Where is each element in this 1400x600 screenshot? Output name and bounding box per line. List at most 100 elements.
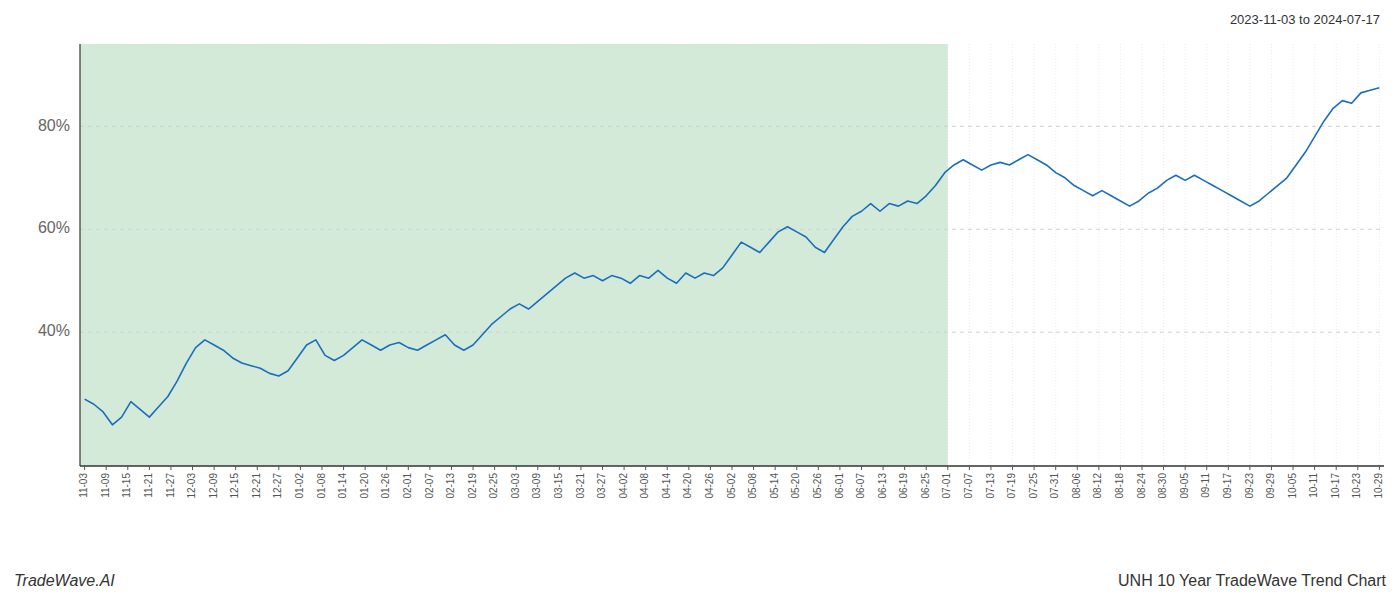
subtitle: 2023-11-03 to 2024-07-17 [1230, 12, 1380, 27]
x-tick [214, 466, 215, 470]
x-tick [796, 466, 797, 470]
x-grid-line [1293, 44, 1294, 466]
x-tick-label: 01-14 [337, 473, 348, 499]
x-tick [537, 466, 538, 470]
x-tick-label: 07-07 [963, 473, 974, 499]
x-tick [732, 466, 733, 470]
x-tick [1012, 466, 1013, 470]
x-tick-label: 07-13 [985, 473, 996, 499]
x-tick-label: 03-27 [596, 473, 607, 499]
y-tick-label: 80% [38, 117, 70, 134]
x-tick-label: 08-18 [1114, 473, 1125, 499]
x-grid-line [818, 44, 819, 466]
x-tick-label: 08-12 [1092, 473, 1103, 499]
background [0, 0, 1400, 600]
x-tick [494, 466, 495, 470]
x-tick-label: 06-13 [877, 473, 888, 499]
x-tick [106, 466, 107, 470]
x-tick-label: 02-07 [424, 473, 435, 499]
x-grid-line [408, 44, 409, 466]
x-tick [1336, 466, 1337, 470]
x-tick [127, 466, 128, 470]
y-grid-line [80, 229, 1384, 230]
x-tick-label: 05-20 [790, 473, 801, 499]
x-grid-line [343, 44, 344, 466]
x-tick [710, 466, 711, 470]
x-grid-line [839, 44, 840, 466]
x-tick-label: 05-26 [812, 473, 823, 499]
x-tick [408, 466, 409, 470]
x-tick-label: 11-15 [121, 473, 132, 498]
x-tick-label: 02-19 [467, 473, 478, 499]
x-grid-line [257, 44, 258, 466]
highlight-region [80, 44, 948, 466]
x-grid-line [1185, 44, 1186, 466]
x-tick [839, 466, 840, 470]
x-grid-line [775, 44, 776, 466]
x-tick [1055, 466, 1056, 470]
x-grid-line [365, 44, 366, 466]
x-grid-line [1120, 44, 1121, 466]
x-grid-line [127, 44, 128, 466]
x-tick [1379, 466, 1380, 470]
x-tick [990, 466, 991, 470]
x-tick [149, 466, 150, 470]
x-grid-line [645, 44, 646, 466]
x-tick [1185, 466, 1186, 470]
x-grid-line [990, 44, 991, 466]
x-grid-line [926, 44, 927, 466]
x-grid-line [300, 44, 301, 466]
x-tick-label: 07-19 [1006, 473, 1017, 499]
x-tick [559, 466, 560, 470]
x-grid-line [386, 44, 387, 466]
x-tick-label: 09-11 [1200, 473, 1211, 498]
x-tick [365, 466, 366, 470]
x-tick-label: 01-02 [294, 473, 305, 499]
title: UNH 10 Year TradeWave Trend Chart [1118, 572, 1387, 589]
x-tick [170, 466, 171, 470]
x-grid-line [1249, 44, 1250, 466]
x-grid-line [494, 44, 495, 466]
x-tick-label: 12-27 [272, 473, 283, 499]
x-grid-line [321, 44, 322, 466]
x-tick-label: 03-09 [531, 473, 542, 499]
x-tick-label: 12-03 [186, 473, 197, 499]
x-tick [688, 466, 689, 470]
x-tick [192, 466, 193, 470]
axes: 40%60%80%11-0311-0911-1511-2111-2712-031… [38, 44, 1384, 499]
x-tick-label: 02-01 [402, 473, 413, 499]
x-grid-line [1098, 44, 1099, 466]
x-tick [969, 466, 970, 470]
x-tick-label: 07-25 [1028, 473, 1039, 499]
x-tick-label: 05-14 [769, 473, 780, 499]
x-tick-label: 10-05 [1287, 473, 1298, 499]
x-tick-label: 09-05 [1179, 473, 1190, 499]
x-tick-label: 07-31 [1049, 473, 1060, 499]
x-grid-line [688, 44, 689, 466]
x-tick [861, 466, 862, 470]
x-tick-label: 07-01 [941, 473, 952, 499]
x-grid-line [278, 44, 279, 466]
x-tick-label: 10-23 [1351, 473, 1362, 499]
x-tick [1206, 466, 1207, 470]
chart-container: 40%60%80%11-0311-0911-1511-2111-2712-031… [0, 0, 1400, 600]
x-tick [451, 466, 452, 470]
x-tick [1314, 466, 1315, 470]
x-grid-line [947, 44, 948, 466]
x-grid-line [753, 44, 754, 466]
x-grid-line [1228, 44, 1229, 466]
x-grid-line [170, 44, 171, 466]
x-tick-label: 04-08 [639, 473, 650, 499]
x-tick [321, 466, 322, 470]
x-grid-line [1077, 44, 1078, 466]
x-tick [580, 466, 581, 470]
x-grid-line [537, 44, 538, 466]
x-tick-label: 08-24 [1136, 473, 1147, 499]
x-grid-line [235, 44, 236, 466]
x-grid-line [904, 44, 905, 466]
x-tick-label: 06-25 [920, 473, 931, 499]
x-tick [516, 466, 517, 470]
x-grid-line [192, 44, 193, 466]
x-grid-line [796, 44, 797, 466]
x-tick [1098, 466, 1099, 470]
